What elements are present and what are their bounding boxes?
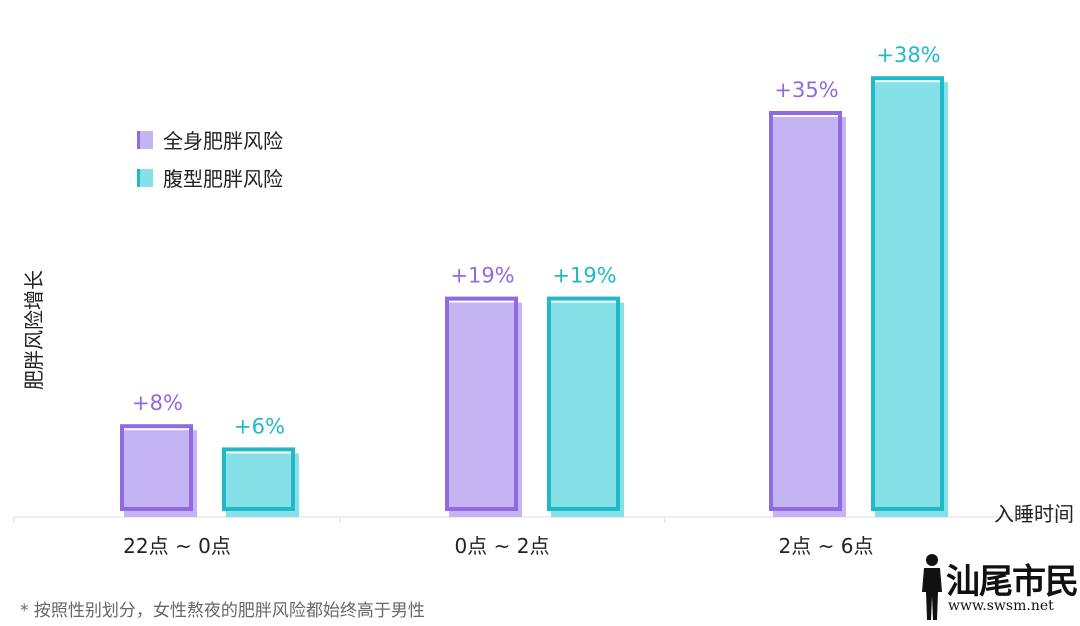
- data-label-2-2: +19%: [552, 264, 616, 288]
- bar-outline-2-2: [547, 296, 620, 511]
- footnote: * 按照性别划分，女性熬夜的肥胖风险都始终高于男性: [20, 601, 425, 621]
- bar-outline-1-3: [769, 111, 842, 511]
- bar-outline-2-3: [871, 76, 944, 511]
- legend-swatch-2: [137, 169, 153, 187]
- watermark-text: 汕尾市民网: [946, 562, 1080, 602]
- bar-fill-1-1: [124, 430, 197, 517]
- data-label-2-3: +38%: [876, 43, 940, 67]
- bar-fill-2-1: [226, 453, 299, 517]
- x-tick-label-2: 0点 ~ 2点: [455, 534, 550, 558]
- bar-outline-1-1: [120, 424, 193, 512]
- data-label-1-3: +35%: [774, 78, 838, 102]
- data-label-1-2: +19%: [450, 264, 514, 288]
- bar-fill-2-2: [551, 302, 624, 517]
- x-tick-label-3: 2点 ~ 6点: [779, 534, 874, 558]
- bar-fill-1-3: [773, 117, 846, 517]
- legend-swatch-edge-2: [137, 169, 140, 187]
- bar-fill-1-2: [449, 302, 522, 517]
- bar-outline-1-2: [445, 296, 518, 511]
- x-tick-label-1: 22点 ~ 0点: [123, 534, 231, 558]
- legend-swatch-1: [137, 131, 153, 149]
- bar-fill-2-3: [875, 82, 948, 517]
- legend-label-2: 腹型肥胖风险: [163, 167, 283, 191]
- bar-outline-2-1: [222, 447, 295, 511]
- x-axis-label: 入睡时间: [994, 502, 1074, 526]
- y-axis-label: 肥胖风险增长: [22, 270, 46, 390]
- person-silhouette-icon: [922, 554, 942, 620]
- legend-label-1: 全身肥胖风险: [163, 129, 283, 153]
- watermark-logo: 汕尾市民网 www.swsm.net: [918, 552, 1080, 622]
- watermark-url: www.swsm.net: [948, 598, 1054, 614]
- legend-swatch-edge-1: [137, 131, 140, 149]
- data-label-1-1: +8%: [132, 391, 183, 415]
- data-label-2-1: +6%: [234, 414, 285, 438]
